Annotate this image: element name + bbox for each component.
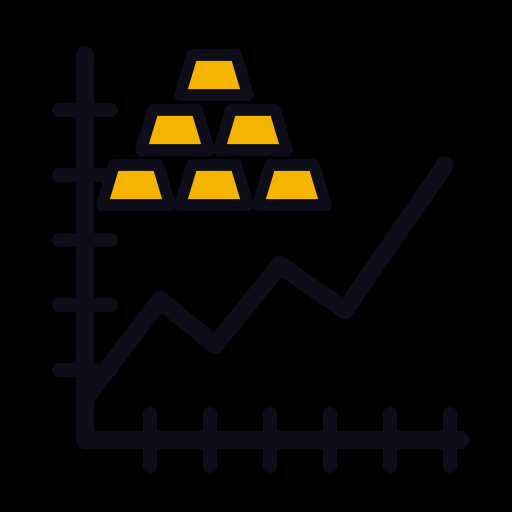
gold-bar-icon — [102, 165, 170, 205]
gold-bar-icon — [180, 55, 248, 95]
gold-bar-icon — [180, 165, 248, 205]
gold-bar-icon — [258, 165, 326, 205]
gold-bars-stack — [102, 55, 326, 205]
gold-bar-icon — [141, 110, 209, 150]
gold-price-chart-icon — [0, 0, 512, 512]
gold-bar-icon — [219, 110, 287, 150]
